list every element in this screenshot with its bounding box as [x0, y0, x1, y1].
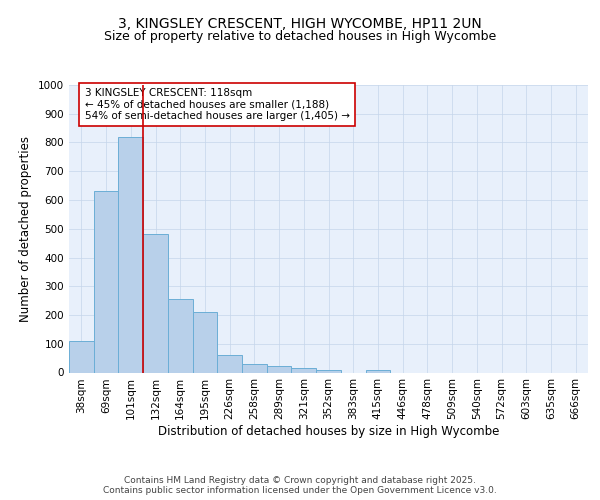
Bar: [143, 234, 168, 372]
Text: 3, KINGSLEY CRESCENT, HIGH WYCOMBE, HP11 2UN: 3, KINGSLEY CRESCENT, HIGH WYCOMBE, HP11…: [118, 18, 482, 32]
X-axis label: Distribution of detached houses by size in High Wycombe: Distribution of detached houses by size …: [158, 425, 499, 438]
Bar: [365, 370, 390, 372]
Bar: [118, 136, 143, 372]
Bar: [267, 366, 292, 372]
Bar: [69, 341, 94, 372]
Bar: [217, 354, 242, 372]
Bar: [168, 299, 193, 372]
Text: 3 KINGSLEY CRESCENT: 118sqm
← 45% of detached houses are smaller (1,188)
54% of : 3 KINGSLEY CRESCENT: 118sqm ← 45% of det…: [85, 88, 350, 121]
Text: Size of property relative to detached houses in High Wycombe: Size of property relative to detached ho…: [104, 30, 496, 43]
Bar: [292, 368, 316, 372]
Y-axis label: Number of detached properties: Number of detached properties: [19, 136, 32, 322]
Text: Contains HM Land Registry data © Crown copyright and database right 2025.
Contai: Contains HM Land Registry data © Crown c…: [103, 476, 497, 495]
Bar: [94, 192, 118, 372]
Bar: [193, 312, 217, 372]
Bar: [316, 370, 341, 372]
Bar: [242, 364, 267, 372]
